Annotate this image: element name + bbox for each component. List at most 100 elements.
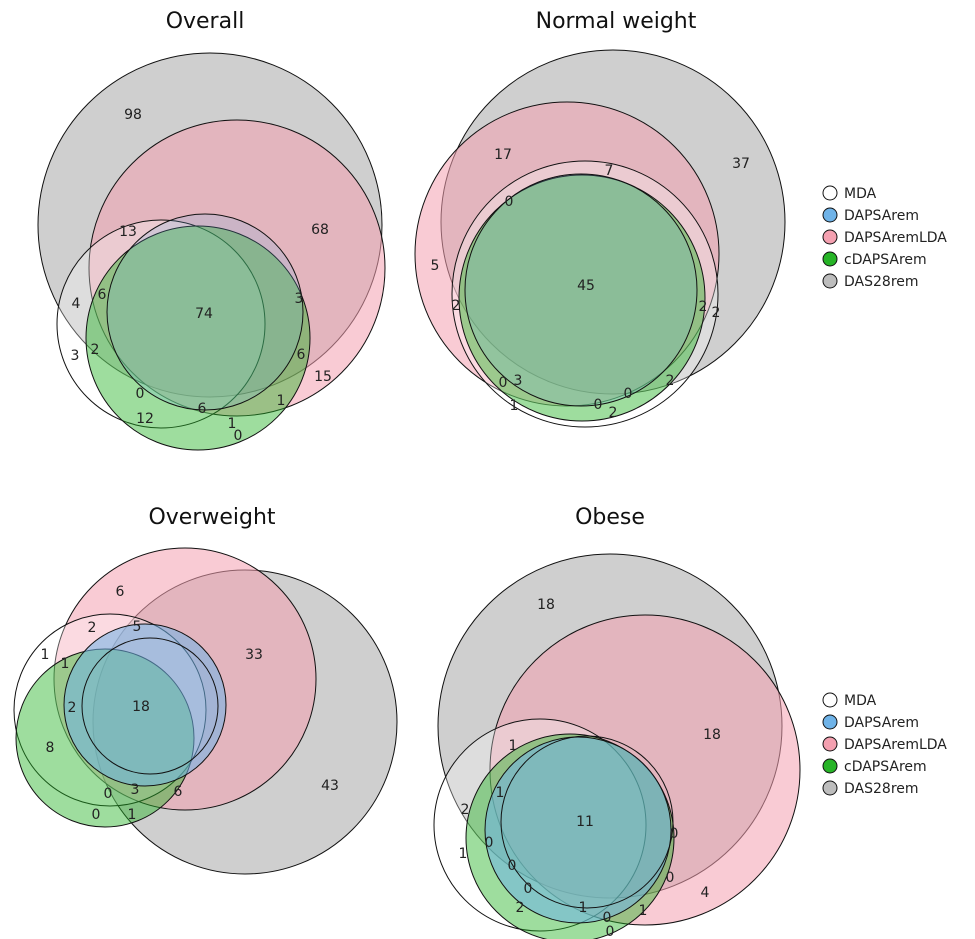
region-label: 8 — [46, 740, 55, 756]
region-label: 11 — [576, 814, 594, 830]
region-label: 0 — [104, 786, 113, 802]
overlap-outline — [500, 735, 674, 909]
legend-label: DAPSAremLDA — [844, 230, 947, 246]
legend-item: DAPSArem — [822, 714, 919, 731]
region-label: 4 — [72, 296, 81, 312]
region-label: 0 — [594, 397, 603, 413]
legend-label: DAPSArem — [844, 715, 919, 731]
region-label: 7 — [605, 163, 614, 179]
region-label: 1 — [496, 785, 505, 801]
region-label: 2 — [666, 373, 675, 389]
region-label: 2 — [461, 802, 470, 818]
region-label: 6 — [198, 401, 207, 417]
region-label: 18 — [537, 597, 555, 613]
region-label: 2 — [712, 305, 721, 321]
legend-swatch — [822, 251, 838, 267]
region-label: 37 — [732, 156, 750, 172]
region-label: 18 — [132, 699, 150, 715]
region-label: 3 — [295, 291, 304, 307]
panel-title: Overall — [166, 9, 245, 34]
region-label: 0 — [508, 858, 517, 874]
region-label: 1 — [128, 807, 137, 823]
region-label: 0 — [524, 881, 533, 897]
region-label: 3 — [514, 373, 523, 389]
region-label: 0 — [234, 428, 243, 444]
region-label: 68 — [311, 222, 329, 238]
region-label: 6 — [98, 287, 107, 303]
region-label: 1 — [579, 900, 588, 916]
region-label: 1 — [510, 398, 519, 414]
region-label: 2 — [452, 298, 461, 314]
set-mda — [56, 219, 266, 429]
region-label: 5 — [431, 258, 440, 274]
region-label: 0 — [624, 386, 633, 402]
region-label: 3 — [71, 348, 80, 364]
region-label: 1 — [41, 647, 50, 663]
region-label: 4 — [701, 885, 710, 901]
legend-item: cDAPSArem — [822, 758, 927, 775]
legend-item: DAS28rem — [822, 273, 919, 290]
region-label: 0 — [505, 194, 514, 210]
region-label: 1 — [228, 416, 237, 432]
legend-item: MDA — [822, 692, 877, 709]
panel-title: Normal weight — [536, 9, 697, 34]
region-label: 43 — [321, 778, 339, 794]
set-mda — [451, 160, 719, 428]
legend-swatch — [822, 758, 838, 774]
legend-label: cDAPSArem — [844, 252, 927, 268]
panel-normal-weight: Normal weight 17 7 37 0 5 45 2 2 2 0 3 0… — [414, 9, 786, 428]
legend-label: DAS28rem — [844, 781, 919, 797]
region-label: 15 — [314, 369, 332, 385]
legend-item: MDA — [822, 185, 877, 202]
region-label: 2 — [88, 620, 97, 636]
set-cdapsarem — [458, 174, 706, 422]
legend-label: cDAPSArem — [844, 759, 927, 775]
region-label: 1 — [639, 903, 648, 919]
panel-obese: Obese 18 18 1 2 1 11 1 0 0 0 0 0 4 2 1 0… — [433, 505, 801, 939]
legend-label: MDA — [844, 693, 877, 709]
set-dapsarem — [484, 736, 672, 924]
region-label: 1 — [509, 738, 518, 754]
region-label: 1 — [277, 393, 286, 409]
legend-top: MDA DAPSArem DAPSAremLDA cDAPSArem DAS28… — [822, 185, 947, 290]
legend-swatch — [822, 185, 838, 201]
legend-swatch — [822, 229, 838, 245]
region-label: 12 — [136, 411, 154, 427]
legend-label: DAS28rem — [844, 274, 919, 290]
region-label: 0 — [136, 386, 145, 402]
legend-item: cDAPSArem — [822, 251, 927, 268]
region-label: 2 — [516, 900, 525, 916]
region-label: 2 — [699, 299, 708, 315]
region-label: 0 — [485, 835, 494, 851]
region-label: 0 — [670, 826, 679, 842]
region-label: 2 — [68, 700, 77, 716]
panel-overall: Overall 98 68 13 74 4 6 3 3 2 6 15 0 12 … — [37, 9, 386, 451]
overlap-outline — [81, 637, 219, 775]
region-label: 2 — [91, 342, 100, 358]
region-label: 6 — [297, 347, 306, 363]
region-label: 45 — [577, 278, 595, 294]
legend-label: MDA — [844, 186, 877, 202]
region-label: 6 — [116, 584, 125, 600]
region-label: 74 — [195, 306, 213, 322]
legend-swatch — [822, 714, 838, 730]
legend-item: DAS28rem — [822, 780, 919, 797]
legend-bottom: MDA DAPSArem DAPSAremLDA cDAPSArem DAS28… — [822, 692, 947, 797]
legend-label: DAPSArem — [844, 208, 919, 224]
set-dapsarem — [106, 213, 304, 411]
region-label: 0 — [92, 807, 101, 823]
region-label: 0 — [499, 375, 508, 391]
region-label: 3 — [131, 782, 140, 798]
set-cdapsarem — [85, 225, 311, 451]
region-label: 6 — [174, 784, 183, 800]
region-label: 0 — [666, 870, 675, 886]
region-label: 98 — [124, 107, 142, 123]
region-label: 5 — [133, 619, 142, 635]
set-dapsarem — [464, 173, 698, 407]
set-dapsarem — [63, 623, 227, 787]
region-label: 13 — [119, 224, 137, 240]
region-label: 1 — [459, 846, 468, 862]
legend-swatch — [822, 207, 838, 223]
region-label: 1 — [61, 656, 70, 672]
